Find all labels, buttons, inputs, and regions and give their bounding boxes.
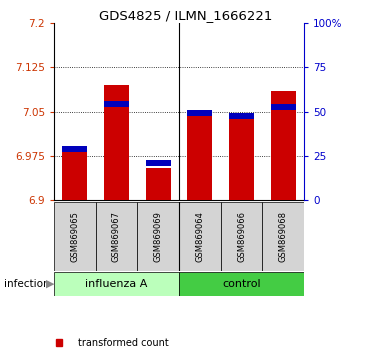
Text: influenza A: influenza A [85,279,148,289]
Bar [104,101,129,107]
Bar [137,202,179,271]
Bar [96,202,137,271]
Bar [221,202,262,271]
Bar [229,118,254,200]
Bar [187,114,213,200]
Text: GSM869068: GSM869068 [279,211,288,262]
Text: GSM869067: GSM869067 [112,211,121,262]
Bar [145,167,171,200]
Text: infection: infection [4,279,49,289]
Bar [271,104,296,110]
Text: GSM869064: GSM869064 [196,211,204,262]
Bar [179,202,221,271]
Bar [54,202,96,271]
Bar [62,151,87,200]
Bar [104,85,129,200]
Bar [145,160,171,166]
Bar [229,113,254,119]
Bar [179,272,304,296]
Text: GSM869066: GSM869066 [237,211,246,262]
Bar [54,272,179,296]
Bar [187,110,213,116]
Text: GSM869069: GSM869069 [154,211,162,262]
Bar [271,91,296,200]
Text: GDS4825 / ILMN_1666221: GDS4825 / ILMN_1666221 [99,9,272,22]
Text: transformed count: transformed count [78,338,169,348]
Bar [62,146,87,152]
Text: GSM869065: GSM869065 [70,211,79,262]
Bar [262,202,304,271]
Text: ▶: ▶ [46,279,55,289]
Text: control: control [222,279,261,289]
